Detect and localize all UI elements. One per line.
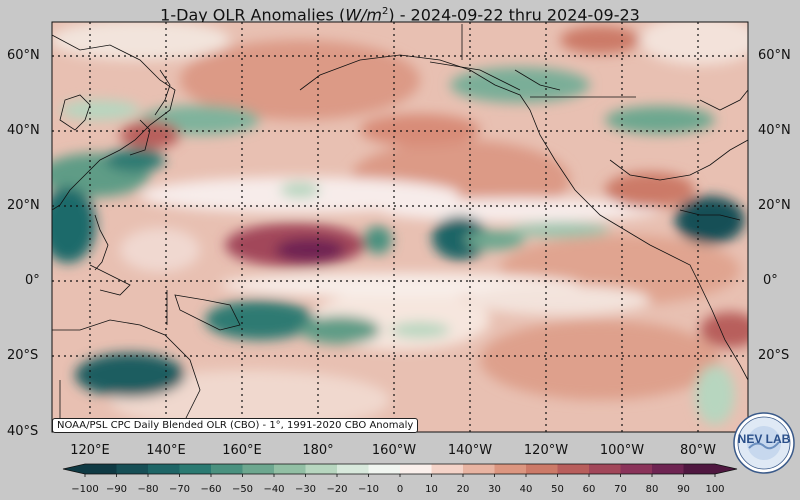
lat-label-eq-right: 0°	[763, 273, 778, 288]
colorbar-swatch	[526, 464, 558, 474]
title-unit-exponent: 2	[381, 6, 389, 17]
colorbar-swatch	[211, 464, 243, 474]
colorbar-tick-label: −80	[137, 484, 159, 495]
colorbar-swatch	[337, 464, 369, 474]
lon-label-120w: 120°W	[523, 443, 569, 458]
colorbar-swatch	[400, 464, 432, 474]
boundaries	[166, 24, 636, 325]
colorbar-tick-label: −10	[357, 484, 380, 495]
colorbar-swatch	[368, 464, 401, 474]
colorbar-swatch	[652, 464, 684, 474]
colorbar-swatch	[431, 464, 464, 474]
colorbar-swatch	[557, 464, 590, 474]
colorbar-swatch	[179, 464, 212, 474]
graticule	[52, 22, 748, 432]
colorbar-swatch	[305, 464, 338, 474]
colorbar-swatch	[242, 464, 275, 474]
anomaly-field	[52, 22, 748, 432]
colorbar-tick-label: −70	[168, 484, 191, 495]
colorbar-swatch	[683, 464, 716, 474]
title-unit: W/m	[345, 5, 382, 25]
lat-label-40n-right: 40°N	[758, 123, 791, 138]
colorbar-tick-label: 60	[582, 484, 596, 495]
source-note: NOAA/PSL CPC Daily Blended OLR (CBO) - 1…	[52, 418, 419, 433]
colorbar-swatch	[148, 464, 180, 474]
lat-label-60n-right: 60°N	[758, 48, 791, 63]
colorbar-swatch	[494, 464, 527, 474]
lat-label-20n-left: 20°N	[7, 198, 40, 213]
colorbar-tick-label: 80	[645, 484, 659, 495]
lat-label-60n-left: 60°N	[7, 48, 40, 63]
lon-label-120e: 120°E	[70, 443, 110, 458]
logo-text: NEV LAB	[738, 432, 791, 446]
colorbar-tick-label: 70	[614, 484, 627, 495]
colorbar-swatch	[589, 464, 621, 474]
colorbar-tick-label: −30	[294, 484, 317, 495]
lat-label-40n-left: 40°N	[7, 123, 40, 138]
lon-label-160e: 160°E	[222, 443, 262, 458]
colorbar-swatch	[85, 464, 117, 474]
colorbar-tick-label: −90	[105, 484, 128, 495]
title-prefix: 1-Day OLR Anomalies (	[160, 5, 346, 25]
colorbar-tick-label: 10	[425, 484, 438, 495]
lon-label-80w: 80°W	[680, 443, 716, 458]
colorbar-swatch	[274, 464, 306, 474]
colorbar-tick-label: 40	[519, 484, 533, 495]
colorbar-tick-label: 100	[705, 484, 725, 495]
lon-label-100w: 100°W	[599, 443, 645, 458]
nevlab-logo[interactable]: NEV LAB	[733, 412, 795, 474]
lat-label-20n-right: 20°N	[758, 198, 791, 213]
lon-label-140w: 140°W	[447, 443, 493, 458]
lat-label-eq-left: 0°	[25, 273, 40, 288]
colorbar-swatch	[116, 464, 149, 474]
colorbar-tick-label: 0	[396, 484, 404, 495]
map-title: 1-Day OLR Anomalies (W/m2) - 2024-09-22 …	[0, 0, 800, 24]
lon-label-140e: 140°E	[146, 443, 186, 458]
title-suffix: ) - 2024-09-22 thru 2024-09-23	[388, 5, 640, 25]
colorbar-min-arrow	[63, 464, 85, 474]
colorbar-tick-label: −100	[71, 484, 99, 495]
colorbar-swatch	[620, 464, 653, 474]
colorbar-tick-label: −20	[326, 484, 348, 495]
colorbar-tick-label: 50	[551, 484, 564, 495]
colorbar-swatch	[463, 464, 495, 474]
lon-label-180: 180°	[302, 443, 334, 458]
colorbar	[62, 463, 738, 477]
lat-label-20s-left: 20°S	[7, 348, 39, 363]
colorbar-max-arrow	[715, 464, 737, 474]
colorbar-tick-label: −60	[200, 484, 222, 495]
colorbar-tick-label: 30	[488, 484, 501, 495]
colorbar-tick-label: 90	[677, 484, 690, 495]
lat-label-40s-left: 40°S	[7, 424, 39, 439]
colorbar-tick-label: 20	[456, 484, 470, 495]
coastlines	[52, 34, 748, 432]
lon-label-160w: 160°W	[371, 443, 417, 458]
lat-label-20s-right: 20°S	[758, 348, 790, 363]
colorbar-tick-label: −40	[263, 484, 285, 495]
colorbar-tick-label: −50	[231, 484, 254, 495]
